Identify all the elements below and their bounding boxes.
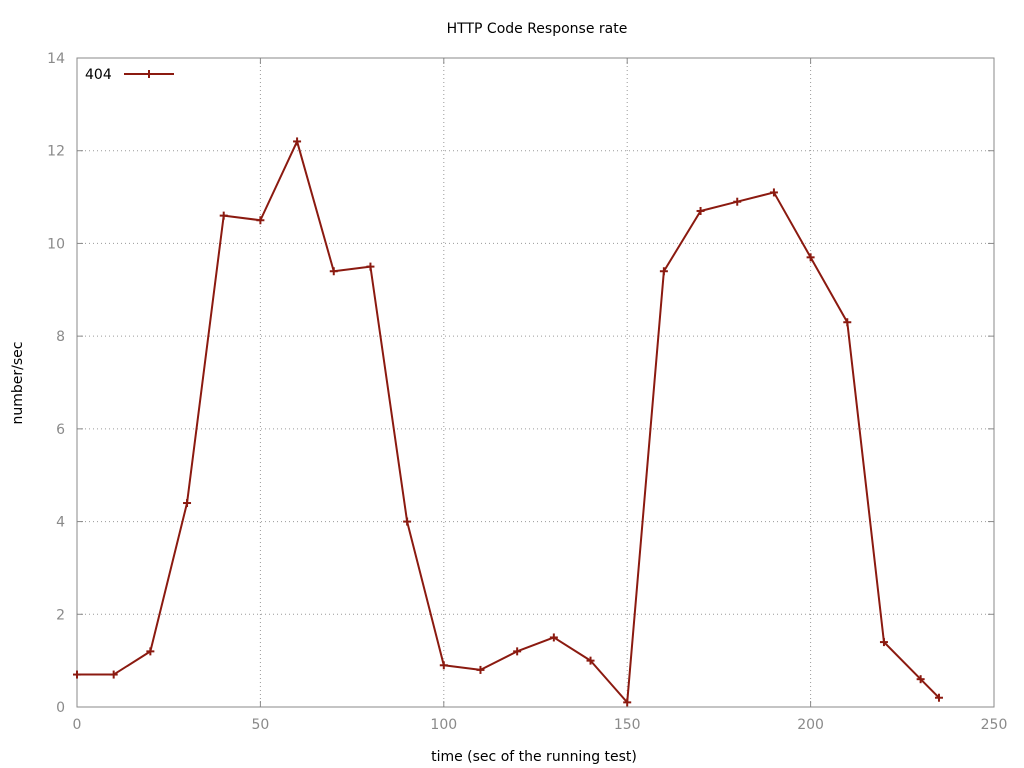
data-point	[586, 656, 595, 665]
y-tick-label: 10	[47, 236, 65, 252]
plot-frame	[76, 57, 995, 708]
y-tick-label: 12	[47, 144, 65, 160]
x-axis-ticks: 0 50 100 150 200 250	[73, 58, 1008, 733]
data-point	[769, 188, 778, 197]
data-point	[934, 693, 943, 702]
x-tick-label: 250	[981, 717, 1008, 733]
y-tick-label: 2	[56, 607, 65, 623]
data-point	[366, 262, 375, 271]
x-tick-label: 100	[430, 717, 457, 733]
data-point	[73, 670, 81, 679]
data-point	[549, 633, 558, 642]
data-point	[439, 661, 448, 670]
legend-plus-marker	[145, 70, 153, 78]
data-point	[183, 499, 192, 508]
y-tick-label: 0	[56, 700, 65, 716]
data-point	[916, 675, 925, 684]
legend: 404	[85, 67, 174, 83]
y-tick-label: 8	[56, 329, 65, 345]
series-group	[73, 137, 943, 707]
data-point	[733, 197, 742, 206]
data-point	[659, 267, 668, 276]
x-tick-label: 200	[797, 717, 824, 733]
y-tick-label: 14	[47, 51, 65, 67]
series-line-404	[77, 140, 940, 704]
x-axis-label: time (sec of the running test)	[431, 749, 637, 765]
data-point	[109, 670, 118, 679]
data-point	[403, 517, 412, 526]
data-point	[513, 647, 522, 656]
data-point	[843, 318, 852, 327]
data-point	[329, 267, 338, 276]
data-point	[146, 647, 155, 656]
data-point	[256, 216, 265, 225]
data-point	[293, 137, 302, 146]
y-axis-ticks: 0 2 4 6 8 10 12 14	[47, 51, 994, 716]
y-axis-label: number/sec	[10, 342, 26, 425]
grid	[77, 58, 994, 707]
data-point	[623, 698, 632, 707]
y-tick-label: 4	[56, 515, 65, 531]
chart-title: HTTP Code Response rate	[447, 21, 628, 37]
x-tick-label: 50	[251, 717, 269, 733]
data-point	[696, 206, 705, 215]
x-tick-label: 0	[73, 717, 82, 733]
data-point	[806, 253, 815, 262]
data-point	[879, 638, 888, 647]
legend-label-404: 404	[85, 67, 112, 83]
y-tick-label: 6	[56, 422, 65, 438]
data-point	[476, 665, 485, 674]
data-point	[219, 211, 228, 220]
legend-marker-404	[145, 70, 153, 78]
x-tick-label: 150	[614, 717, 641, 733]
